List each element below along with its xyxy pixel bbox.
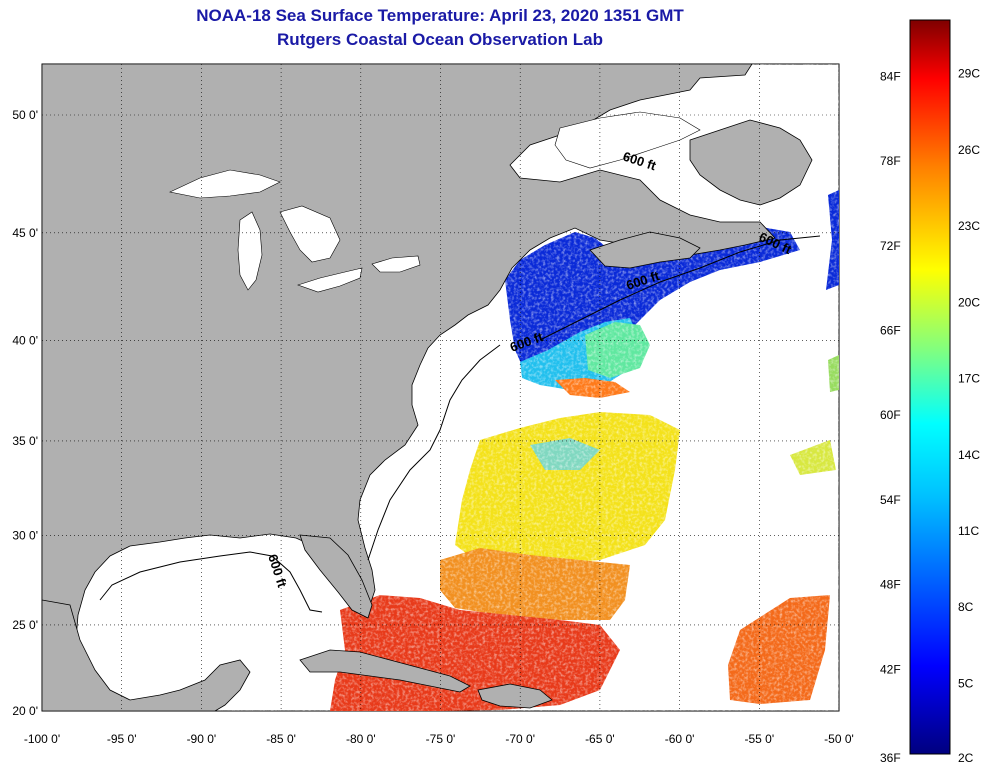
- y-tick-label: 20 0': [12, 704, 38, 718]
- x-tick-label: -75 0': [426, 732, 456, 746]
- contour-east-coast: [367, 344, 501, 561]
- y-tick-label: 50 0': [12, 108, 38, 122]
- x-tick-label: -65 0': [585, 732, 615, 746]
- colorbar: [909, 19, 951, 755]
- map-title: NOAA-18 Sea Surface Temperature: April 2…: [196, 6, 684, 25]
- land-newfoundland: [689, 119, 813, 206]
- colorbar-c-label: 2C: [958, 751, 974, 765]
- grid-lines: [42, 64, 839, 711]
- x-tick-label: -100 0': [24, 732, 60, 746]
- y-tick-label: 25 0': [12, 618, 38, 632]
- land-hispaniola: [477, 683, 553, 709]
- y-tick-label: 30 0': [12, 528, 38, 542]
- contour-gulf-mexico: [99, 551, 323, 613]
- lake-ontario: [371, 255, 421, 273]
- colorbar-f-label: 36F: [880, 751, 901, 765]
- colorbar-f-label: 54F: [880, 493, 901, 507]
- x-tick-label: -85 0': [266, 732, 296, 746]
- colorbar-c-label: 23C: [958, 219, 980, 233]
- colorbar-c-label: 20C: [958, 295, 980, 309]
- colorbar-f-label: 66F: [880, 324, 901, 338]
- colorbar-c-label: 8C: [958, 600, 974, 614]
- colorbar-f-label: 60F: [880, 408, 901, 422]
- lake-michigan: [237, 211, 263, 291]
- colorbar-celsius-labels: 29C 26C 23C 20C 17C 14C 11C 8C 5C 2C: [958, 67, 980, 765]
- colorbar-c-label: 17C: [958, 372, 980, 386]
- colorbar-f-label: 42F: [880, 662, 901, 676]
- land-layer: [42, 64, 813, 711]
- colorbar-f-label: 48F: [880, 578, 901, 592]
- land-cuba: [299, 649, 471, 693]
- y-tick-label: 35 0': [12, 434, 38, 448]
- colorbar-c-label: 26C: [958, 143, 980, 157]
- colorbar-f-label: 84F: [880, 69, 901, 83]
- land-florida: [299, 534, 373, 619]
- lake-superior: [169, 169, 281, 199]
- map-subtitle: Rutgers Coastal Ocean Observation Lab: [277, 30, 603, 49]
- land-nova-scotia: [589, 231, 701, 269]
- land-north-america: [42, 64, 776, 711]
- contour-northeast: [539, 235, 821, 341]
- st-lawrence-gulf: [554, 111, 701, 169]
- x-axis-ticks: -100 0' -95 0' -90 0' -85 0' -80 0' -75 0' -70…: [24, 732, 854, 746]
- colorbar-c-label: 29C: [958, 67, 980, 81]
- lake-huron: [279, 205, 341, 263]
- land-mexico-yucatan: [42, 599, 251, 711]
- x-tick-label: -50 0': [824, 732, 854, 746]
- x-tick-label: -90 0': [187, 732, 217, 746]
- x-tick-label: -55 0': [744, 732, 774, 746]
- colorbar-c-label: 5C: [958, 676, 974, 690]
- y-axis-ticks: 50 0' 45 0' 40 0' 35 0' 30 0' 25 0' 20 0': [12, 108, 38, 718]
- colorbar-c-label: 14C: [958, 448, 980, 462]
- y-tick-label: 45 0': [12, 226, 38, 240]
- x-tick-label: -95 0': [107, 732, 137, 746]
- colorbar-fahrenheit-labels: 84F 78F 72F 66F 60F 54F 48F 42F 36F: [880, 69, 901, 765]
- y-tick-label: 40 0': [12, 334, 38, 348]
- colorbar-c-label: 11C: [958, 524, 979, 538]
- x-tick-label: -60 0': [665, 732, 695, 746]
- x-tick-label: -70 0': [505, 732, 535, 746]
- x-tick-label: -80 0': [346, 732, 376, 746]
- colorbar-f-label: 78F: [880, 154, 901, 168]
- depth-contours: [99, 235, 821, 613]
- colorbar-f-label: 72F: [880, 239, 901, 253]
